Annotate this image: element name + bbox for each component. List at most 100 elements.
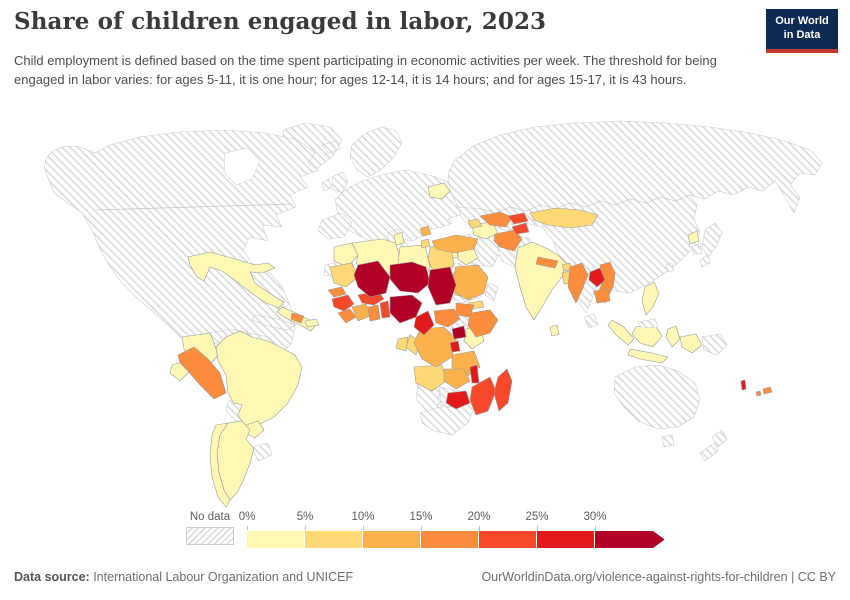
country-uruguay[interactable] <box>251 442 273 462</box>
country-tajikistan[interactable] <box>511 222 530 235</box>
country-malawi[interactable] <box>469 364 480 384</box>
country-uzbekistan[interactable] <box>479 211 513 228</box>
country-vanuatu[interactable] <box>740 379 747 391</box>
country-albania[interactable] <box>420 238 431 249</box>
country-chile[interactable] <box>209 422 231 508</box>
country-mauritania[interactable] <box>329 262 359 288</box>
country-papua-new-guinea[interactable] <box>701 333 728 356</box>
country-cuba[interactable] <box>251 314 296 331</box>
country-madagascar[interactable] <box>493 368 513 412</box>
country-benin-togo[interactable] <box>379 300 391 319</box>
country-turkey[interactable] <box>431 234 479 254</box>
country-kyrgyzstan[interactable] <box>507 212 529 225</box>
country-new-zealand[interactable] <box>699 429 728 462</box>
legend-tick-label: 30% <box>583 511 607 523</box>
country-iberia[interactable] <box>317 212 353 240</box>
legend-segment-10-15%[interactable] <box>363 531 421 548</box>
country-australia[interactable] <box>613 364 701 448</box>
legend-tick-marks <box>247 526 667 530</box>
chart-subtitle: Child employment is defined based on the… <box>14 53 717 87</box>
country-gabon[interactable] <box>395 336 409 352</box>
legend-no-data[interactable]: No data <box>186 511 234 545</box>
no-data-swatch <box>186 527 234 545</box>
country-laos[interactable] <box>588 267 606 288</box>
legend-segment-25-30%[interactable] <box>537 531 595 548</box>
country-chad[interactable] <box>427 266 457 306</box>
legend-tick-label: 25% <box>525 511 549 523</box>
country-nepal[interactable] <box>535 256 559 269</box>
legend-segment-5-10%[interactable] <box>305 531 363 548</box>
country-south-korea[interactable] <box>691 242 703 256</box>
country-mongolia[interactable] <box>529 207 599 229</box>
country-zimbabwe[interactable] <box>445 390 471 410</box>
country-mali[interactable] <box>353 260 391 298</box>
country-ethiopia[interactable] <box>467 309 499 338</box>
country-honduras[interactable] <box>290 312 305 324</box>
country-guinea[interactable] <box>331 294 355 312</box>
country-zambia[interactable] <box>443 368 471 390</box>
country-mozambique[interactable] <box>469 376 497 416</box>
legend-tick-label: 20% <box>467 511 491 523</box>
country-dr-congo[interactable] <box>413 326 457 368</box>
country-scandinavia[interactable] <box>349 126 403 178</box>
page-title: Share of children engaged in labor, 2023 <box>14 8 547 35</box>
country-mexico[interactable] <box>187 251 285 309</box>
country-cambodia[interactable] <box>593 288 611 304</box>
country-malaysia[interactable] <box>583 313 659 329</box>
legend-arrow-cap <box>653 531 711 548</box>
country-fiji[interactable] <box>755 386 773 397</box>
legend-tick-label: 10% <box>351 511 375 523</box>
legend-segment-30%+[interactable] <box>595 531 653 548</box>
legend-color-segments <box>247 531 711 548</box>
legend-color-bar: 0% 5% 10% 15% 20% 25% 30% <box>239 511 711 551</box>
legend-tick-label: 5% <box>296 511 314 523</box>
legend-tick-label: 0% <box>238 511 256 523</box>
country-ireland[interactable] <box>321 178 332 192</box>
country-sierra-leone-liberia[interactable] <box>337 308 357 324</box>
country-tunisia[interactable] <box>393 231 405 246</box>
country-uganda[interactable] <box>451 325 467 340</box>
us-canada-border <box>95 203 293 211</box>
country-north-korea[interactable] <box>687 230 700 245</box>
country-united-kingdom[interactable] <box>331 171 349 194</box>
country-brazil[interactable] <box>215 330 303 428</box>
logo-line-1: Our World <box>775 15 829 27</box>
country-belarus[interactable] <box>427 182 451 200</box>
country-cameroon[interactable] <box>413 310 435 336</box>
country-iceland[interactable] <box>321 140 341 154</box>
country-nigeria[interactable] <box>389 294 423 324</box>
data-source-value: International Labour Organization and UN… <box>89 570 354 584</box>
country-myanmar[interactable] <box>567 262 589 304</box>
country-cote-d-ivoire[interactable] <box>351 303 371 322</box>
country-central-african-republic[interactable] <box>433 308 461 328</box>
logo-line-2: in Data <box>783 28 821 41</box>
credit-link[interactable]: OurWorldinData.org/violence-against-righ… <box>481 570 836 584</box>
country-serbia[interactable] <box>419 225 432 237</box>
country-hispaniola[interactable] <box>304 318 320 328</box>
legend-segment-0-5%[interactable] <box>247 531 305 548</box>
country-sri-lanka[interactable] <box>549 324 560 337</box>
country-taiwan[interactable] <box>665 262 675 273</box>
owid-logo[interactable]: Our World in Data <box>766 9 838 53</box>
country-united-states-canada[interactable] <box>44 129 319 363</box>
country-ghana[interactable] <box>367 304 381 322</box>
choropleth-svg <box>44 120 823 508</box>
no-data-label: No data <box>189 511 231 523</box>
country-peru[interactable] <box>177 346 227 400</box>
legend-tick-labels: 0% 5% 10% 15% 20% 25% 30% <box>239 511 667 525</box>
legend-segment-15-20%[interactable] <box>421 531 479 548</box>
legend-tick-label: 15% <box>409 511 433 523</box>
country-morocco[interactable] <box>333 242 359 268</box>
data-source-label: Data source: <box>14 570 90 584</box>
country-azerbaijan[interactable] <box>467 218 483 229</box>
country-south-africa[interactable] <box>419 400 475 436</box>
country-rwanda-burundi[interactable] <box>449 340 461 353</box>
country-philippines[interactable] <box>641 281 660 316</box>
legend-segment-20-25%[interactable] <box>479 531 537 548</box>
country-niger[interactable] <box>389 261 431 294</box>
country-south-sudan[interactable] <box>455 302 475 318</box>
country-senegal[interactable] <box>327 286 347 298</box>
country-oman[interactable] <box>484 282 499 302</box>
country-japan[interactable] <box>699 222 723 268</box>
country-indonesia[interactable] <box>607 319 703 364</box>
